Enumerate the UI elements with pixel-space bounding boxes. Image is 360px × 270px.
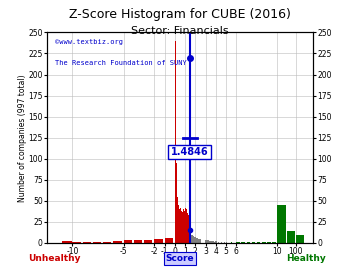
Bar [194, 237, 195, 243]
Bar [231, 242, 232, 243]
Bar [207, 241, 208, 243]
Bar [267, 242, 271, 243]
Bar [191, 235, 192, 243]
Bar [226, 242, 227, 243]
Text: Score: Score [166, 254, 194, 263]
Bar [257, 242, 260, 243]
Bar [93, 242, 101, 243]
Text: Z-Score Histogram for CUBE (2016): Z-Score Histogram for CUBE (2016) [69, 8, 291, 21]
Bar [186, 209, 187, 243]
Bar [188, 215, 189, 243]
Bar [206, 241, 207, 243]
Bar [204, 241, 206, 243]
Bar [154, 239, 163, 243]
Bar [190, 233, 191, 243]
Bar [224, 242, 225, 243]
Bar [215, 241, 216, 243]
Text: The Research Foundation of SUNY: The Research Foundation of SUNY [55, 60, 186, 66]
Bar [203, 241, 204, 243]
Bar [62, 241, 72, 243]
Text: Sector: Financials: Sector: Financials [131, 26, 229, 36]
Bar [134, 241, 142, 243]
Bar [83, 242, 91, 243]
Bar [192, 235, 193, 243]
Bar [214, 242, 215, 243]
Bar [199, 239, 201, 243]
Bar [187, 213, 188, 243]
Bar [262, 242, 266, 243]
Text: ©www.textbiz.org: ©www.textbiz.org [55, 39, 123, 45]
Bar [211, 241, 212, 243]
Bar [184, 211, 185, 243]
Bar [72, 242, 81, 243]
Bar [176, 163, 177, 243]
Bar [178, 205, 179, 243]
Bar [212, 241, 213, 243]
Bar [113, 241, 122, 243]
Bar [242, 242, 245, 243]
Text: 1.4846: 1.4846 [170, 147, 208, 157]
Bar [175, 41, 176, 243]
Bar [277, 205, 285, 243]
Bar [182, 212, 183, 243]
Bar [183, 209, 184, 243]
Bar [195, 237, 196, 243]
Bar [193, 236, 194, 243]
Text: Unhealthy: Unhealthy [28, 254, 80, 263]
Bar [177, 197, 178, 243]
Bar [197, 238, 198, 243]
Bar [123, 240, 132, 243]
Bar [179, 209, 180, 243]
Bar [213, 241, 214, 243]
Bar [185, 208, 186, 243]
Bar [237, 242, 240, 243]
Bar [165, 238, 173, 243]
Bar [296, 235, 304, 243]
Bar [221, 242, 222, 243]
Text: Healthy: Healthy [286, 254, 326, 263]
Bar [247, 242, 250, 243]
Bar [287, 231, 295, 243]
Bar [209, 241, 210, 243]
Bar [216, 241, 217, 243]
Bar [189, 226, 190, 243]
Bar [181, 211, 182, 243]
Bar [210, 241, 211, 243]
Bar [272, 242, 276, 243]
Bar [252, 242, 255, 243]
Bar [180, 208, 181, 243]
Y-axis label: Number of companies (997 total): Number of companies (997 total) [18, 74, 27, 201]
Bar [218, 242, 219, 243]
Bar [103, 242, 111, 243]
Bar [198, 239, 199, 243]
Bar [144, 240, 152, 243]
